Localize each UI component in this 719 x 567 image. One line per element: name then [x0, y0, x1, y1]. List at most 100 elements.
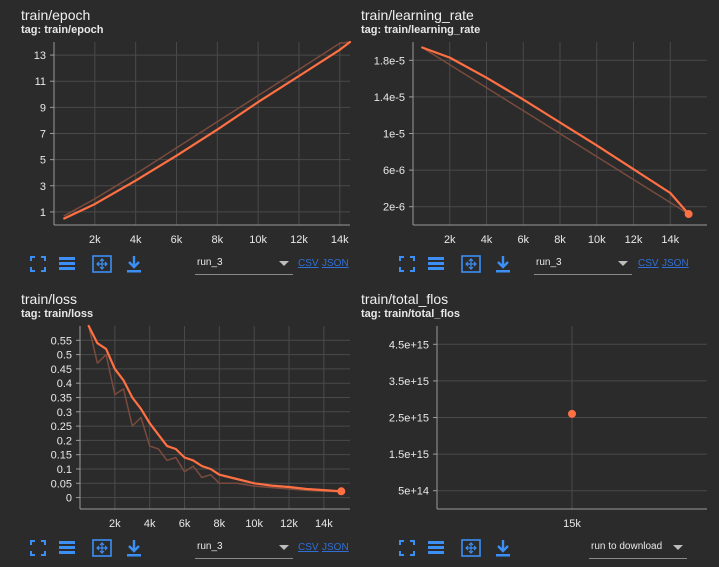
y-tick-label: 13	[34, 50, 46, 62]
y-tick-label: 9	[40, 102, 46, 114]
x-tick-label: 8k	[211, 234, 223, 246]
csv-download-link[interactable]: CSV	[298, 542, 319, 553]
last-value-point	[337, 487, 346, 496]
card-toolbar: run_3 CSV JSON	[357, 252, 712, 278]
x-tick-label: 6k	[517, 234, 529, 246]
y-tick-label: 0.2	[57, 435, 72, 447]
x-tick-label: 14k	[661, 234, 679, 246]
card-toolbar: run to download	[357, 536, 712, 562]
y-tick-label: 11	[35, 76, 46, 88]
run-select-value: run to download	[591, 541, 663, 552]
json-download-link[interactable]: JSON	[322, 258, 349, 269]
run-select[interactable]: run_3	[534, 254, 632, 275]
run-select[interactable]: run_3	[195, 254, 293, 275]
x-tick-label: 2k	[444, 234, 456, 246]
y-tick-label: 0.05	[51, 478, 72, 490]
y-tick-label: 2e-6	[383, 202, 405, 214]
x-tick-label: 10k	[245, 518, 263, 530]
smoothed-series-line	[63, 40, 352, 220]
download-icon[interactable]	[494, 255, 514, 275]
data-table-icon-glyph	[428, 541, 444, 554]
fullscreen-icon-glyph	[399, 540, 415, 556]
chevron-down-icon	[618, 261, 628, 266]
y-tick-label: 1.4e-5	[374, 92, 405, 104]
csv-download-link[interactable]: CSV	[638, 258, 659, 269]
json-download-link[interactable]: JSON	[322, 542, 349, 553]
y-tick-label: 0	[66, 493, 72, 505]
y-tick-label: 0.4	[57, 378, 72, 390]
data-table-icon[interactable]	[58, 255, 78, 275]
smoothed-series-line	[87, 324, 343, 493]
card-toolbar: run_3 CSV JSON	[0, 252, 355, 278]
csv-download-link[interactable]: CSV	[298, 258, 319, 269]
x-tick-label: 4k	[130, 234, 142, 246]
y-tick-label: 3	[40, 181, 46, 193]
x-tick-label: 12k	[290, 234, 308, 246]
x-tick-label: 6k	[179, 518, 191, 530]
x-tick-label: 14k	[331, 234, 349, 246]
y-tick-label: 1e-5	[383, 129, 405, 141]
last-value-point	[684, 210, 693, 219]
chevron-down-icon	[279, 261, 289, 266]
json-download-link[interactable]: JSON	[662, 258, 689, 269]
card-tag: tag: train/total_flos	[361, 308, 461, 320]
fit-domain-icon[interactable]	[92, 255, 112, 275]
x-tick-label: 2k	[109, 518, 121, 530]
y-tick-label: 2.5e+15	[389, 413, 429, 425]
x-tick-label: 14k	[315, 518, 333, 530]
smoothed-series-line	[421, 46, 690, 216]
x-tick-label: 15k	[563, 518, 581, 530]
y-tick-label: 0.45	[51, 364, 72, 376]
data-table-icon-glyph	[59, 541, 75, 554]
fullscreen-icon-glyph	[30, 540, 46, 556]
x-tick-label: 4k	[481, 234, 493, 246]
fit-domain-icon-glyph	[92, 539, 112, 557]
card-train-total-flos: train/total_flos tag: train/total_flos 5…	[357, 284, 712, 567]
download-icon-glyph	[496, 256, 510, 273]
data-table-icon[interactable]	[427, 255, 447, 275]
fit-domain-icon[interactable]	[461, 539, 481, 559]
data-table-icon[interactable]	[427, 539, 447, 559]
card-tag: tag: train/loss	[21, 308, 94, 320]
fit-domain-icon[interactable]	[461, 255, 481, 275]
run-select[interactable]: run_3	[195, 538, 293, 559]
y-tick-label: 5	[40, 155, 46, 167]
download-icon[interactable]	[125, 539, 145, 559]
fullscreen-icon[interactable]	[29, 255, 49, 275]
run-select-value: run_3	[197, 541, 223, 552]
y-tick-label: 4.5e+15	[389, 339, 429, 351]
run-to-download-select[interactable]: run to download	[589, 538, 687, 559]
data-table-icon-glyph	[428, 257, 444, 270]
card-train-learning-rate: train/learning_rate tag: train/learning_…	[357, 0, 712, 283]
download-icon-glyph	[127, 256, 141, 273]
fit-domain-icon[interactable]	[92, 539, 112, 559]
card-tag: tag: train/learning_rate	[361, 24, 481, 36]
raw-series-line	[63, 41, 351, 217]
fullscreen-icon-glyph	[399, 256, 415, 272]
card-title: train/epoch	[21, 7, 91, 23]
fullscreen-icon[interactable]	[398, 255, 418, 275]
run-select-value: run_3	[536, 257, 562, 268]
y-tick-label: 0.3	[57, 407, 72, 419]
download-icon[interactable]	[494, 539, 514, 559]
download-icon-glyph	[127, 540, 141, 557]
x-tick-label: 8k	[214, 518, 226, 530]
chart-train-loss: 0 0.05 0.1 0.15 0.2 0.25 0.3 0.35 0.4 0.45 0.5 0.55…	[51, 324, 350, 530]
x-tick-label: 2k	[89, 234, 101, 246]
x-tick-label: 10k	[588, 234, 606, 246]
y-tick-label: 0.5	[57, 350, 72, 362]
download-icon[interactable]	[125, 255, 145, 275]
y-tick-label: 1.5e+15	[389, 449, 429, 461]
download-icon-glyph	[496, 540, 510, 557]
card-train-epoch: train/epoch tag: train/epoch 1 3 5 7 9 11 13 2k…	[0, 0, 355, 283]
card-train-loss: train/loss tag: train/loss 0 0.05 0.1 0.15 0…	[0, 284, 355, 567]
chart-train-total-flos: 5e+14 1.5e+15 2.5e+15 3.5e+15 4.5e+15 15k	[389, 326, 707, 530]
raw-series-line	[87, 325, 343, 493]
fullscreen-icon[interactable]	[29, 539, 49, 559]
fullscreen-icon[interactable]	[398, 539, 418, 559]
fit-domain-icon-glyph	[92, 255, 112, 273]
last-value-point	[568, 409, 576, 418]
data-table-icon[interactable]	[58, 539, 78, 559]
fit-domain-icon-glyph	[461, 255, 481, 273]
